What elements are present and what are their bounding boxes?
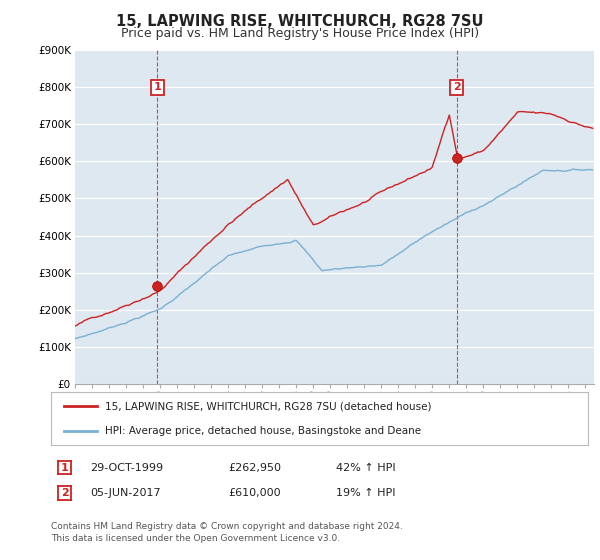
Text: 2: 2 xyxy=(61,488,68,498)
Text: 19% ↑ HPI: 19% ↑ HPI xyxy=(336,488,395,498)
Text: £262,950: £262,950 xyxy=(228,463,281,473)
Text: 42% ↑ HPI: 42% ↑ HPI xyxy=(336,463,395,473)
Text: 15, LAPWING RISE, WHITCHURCH, RG28 7SU (detached house): 15, LAPWING RISE, WHITCHURCH, RG28 7SU (… xyxy=(105,402,431,412)
Text: 2: 2 xyxy=(452,82,460,92)
Text: Contains HM Land Registry data © Crown copyright and database right 2024.
This d: Contains HM Land Registry data © Crown c… xyxy=(51,522,403,543)
Text: 29-OCT-1999: 29-OCT-1999 xyxy=(90,463,163,473)
Text: Price paid vs. HM Land Registry's House Price Index (HPI): Price paid vs. HM Land Registry's House … xyxy=(121,27,479,40)
Text: 05-JUN-2017: 05-JUN-2017 xyxy=(90,488,161,498)
Text: £610,000: £610,000 xyxy=(228,488,281,498)
Text: HPI: Average price, detached house, Basingstoke and Deane: HPI: Average price, detached house, Basi… xyxy=(105,426,421,436)
Text: 1: 1 xyxy=(61,463,68,473)
Text: 1: 1 xyxy=(154,82,161,92)
Text: 15, LAPWING RISE, WHITCHURCH, RG28 7SU: 15, LAPWING RISE, WHITCHURCH, RG28 7SU xyxy=(116,14,484,29)
